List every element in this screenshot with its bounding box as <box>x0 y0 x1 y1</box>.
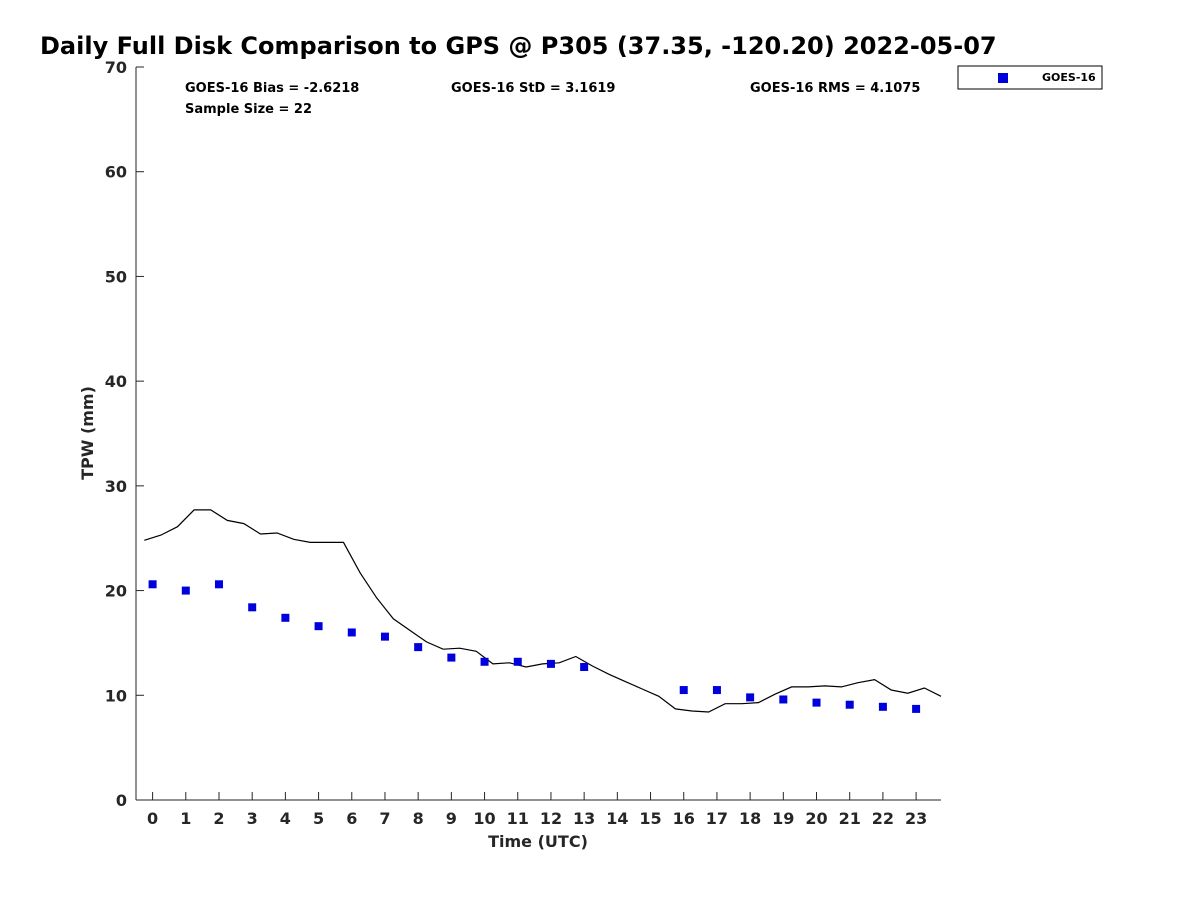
y-tick-label: 20 <box>105 582 127 601</box>
x-tick-label: 10 <box>473 809 495 828</box>
x-tick-label: 20 <box>805 809 827 828</box>
goes-16-series <box>148 580 921 713</box>
goes-16-point <box>912 704 921 713</box>
legend-box <box>957 65 1103 90</box>
sample-size-stat: Sample Size = 22 <box>185 102 312 117</box>
y-axis-label: TPW (mm) <box>78 386 97 480</box>
goes-16-point <box>712 686 721 695</box>
x-axis-label: Time (UTC) <box>488 832 588 851</box>
goes-16-point <box>580 663 589 672</box>
bias-stat: GOES-16 Bias = -2.6218 <box>185 81 359 96</box>
x-tick-label: 9 <box>446 809 457 828</box>
y-axis-ticks: 0 10 20 30 40 50 60 70 <box>105 58 144 810</box>
x-tick-label: 15 <box>639 809 661 828</box>
goes-16-point <box>447 653 456 662</box>
y-tick-label: 10 <box>105 686 127 705</box>
x-tick-label: 2 <box>213 809 224 828</box>
chart-title: Daily Full Disk Comparison to GPS @ P305… <box>40 32 997 60</box>
legend: GOES-16 <box>957 65 1103 90</box>
x-tick-label: 11 <box>507 809 529 828</box>
goes-16-point <box>214 580 223 589</box>
y-tick-label: 60 <box>105 163 127 182</box>
x-tick-label: 22 <box>872 809 894 828</box>
y-tick-label: 30 <box>105 477 127 496</box>
x-tick-label: 14 <box>606 809 628 828</box>
x-tick-label: 21 <box>839 809 861 828</box>
y-tick-label: 0 <box>116 791 127 810</box>
x-tick-label: 17 <box>706 809 728 828</box>
x-tick-label: 13 <box>573 809 595 828</box>
goes-16-point <box>314 622 323 631</box>
x-tick-label: 4 <box>280 809 291 828</box>
gps-series <box>144 509 942 713</box>
x-tick-label: 5 <box>313 809 324 828</box>
goes-16-point <box>480 657 489 666</box>
goes-16-point <box>513 657 522 666</box>
y-tick-label: 70 <box>105 58 127 77</box>
x-tick-label: 7 <box>379 809 390 828</box>
x-tick-label: 1 <box>180 809 191 828</box>
x-tick-label: 8 <box>413 809 424 828</box>
y-tick-label: 40 <box>105 372 127 391</box>
goes-16-point <box>347 628 356 637</box>
goes-16-point <box>779 695 788 704</box>
x-axis-ticks: 0 1 2 3 4 5 6 7 8 9 10 11 12 13 14 15 16 17 18 19 20 21 22 23 <box>147 792 927 828</box>
goes-16-point <box>812 698 821 707</box>
x-tick-label: 6 <box>346 809 357 828</box>
goes-16-point <box>281 613 290 622</box>
rms-stat: GOES-16 RMS = 4.1075 <box>750 81 920 96</box>
goes-16-point <box>546 659 555 668</box>
goes-16-point <box>878 702 887 711</box>
goes-16-point <box>746 693 755 702</box>
goes-16-point <box>845 700 854 709</box>
goes-16-point <box>248 603 257 612</box>
x-tick-label: 16 <box>673 809 695 828</box>
x-tick-label: 23 <box>905 809 927 828</box>
y-tick-label: 50 <box>105 267 127 286</box>
goes-16-point <box>414 643 423 652</box>
x-tick-label: 19 <box>772 809 794 828</box>
goes-16-point <box>148 580 157 589</box>
legend-label-goes-16: GOES-16 <box>1042 71 1096 84</box>
x-tick-label: 12 <box>540 809 562 828</box>
goes-16-point <box>380 632 389 641</box>
goes-16-point <box>181 586 190 595</box>
goes-16-point <box>679 686 688 695</box>
x-tick-label: 18 <box>739 809 761 828</box>
x-tick-label: 0 <box>147 809 158 828</box>
x-tick-label: 3 <box>247 809 258 828</box>
legend-marker-goes-16 <box>998 73 1008 83</box>
gps-tpw-line <box>144 509 942 713</box>
std-stat: GOES-16 StD = 3.1619 <box>451 81 615 96</box>
